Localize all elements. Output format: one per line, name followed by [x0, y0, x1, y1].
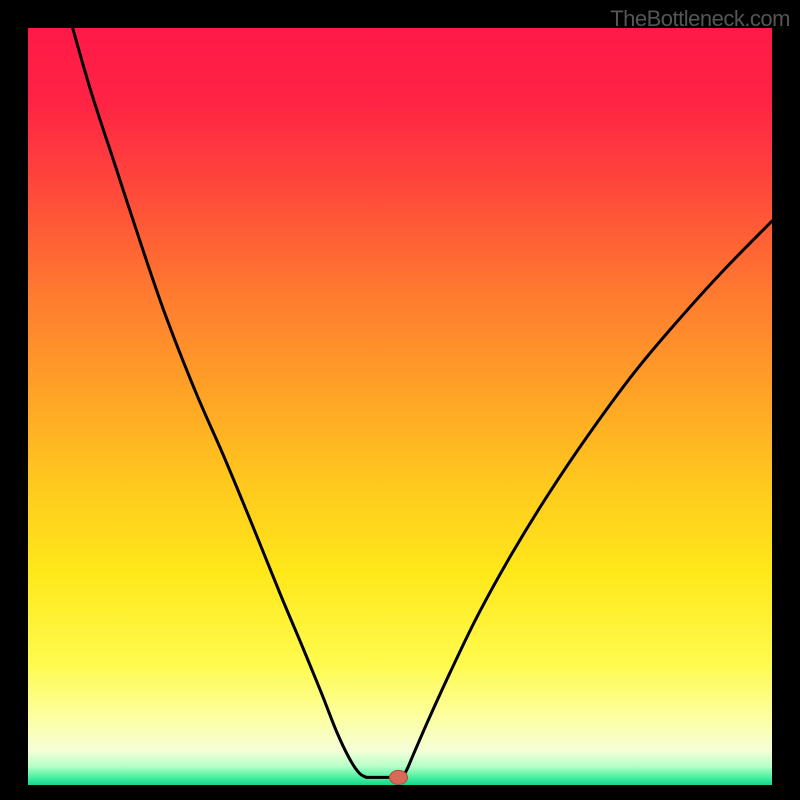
- chart-container: TheBottleneck.com: [0, 0, 800, 800]
- watermark-text: TheBottleneck.com: [610, 6, 790, 32]
- bottleneck-marker: [390, 770, 408, 784]
- plot-area: [28, 28, 772, 785]
- gradient-background: [28, 28, 772, 785]
- plot-svg: [28, 28, 772, 785]
